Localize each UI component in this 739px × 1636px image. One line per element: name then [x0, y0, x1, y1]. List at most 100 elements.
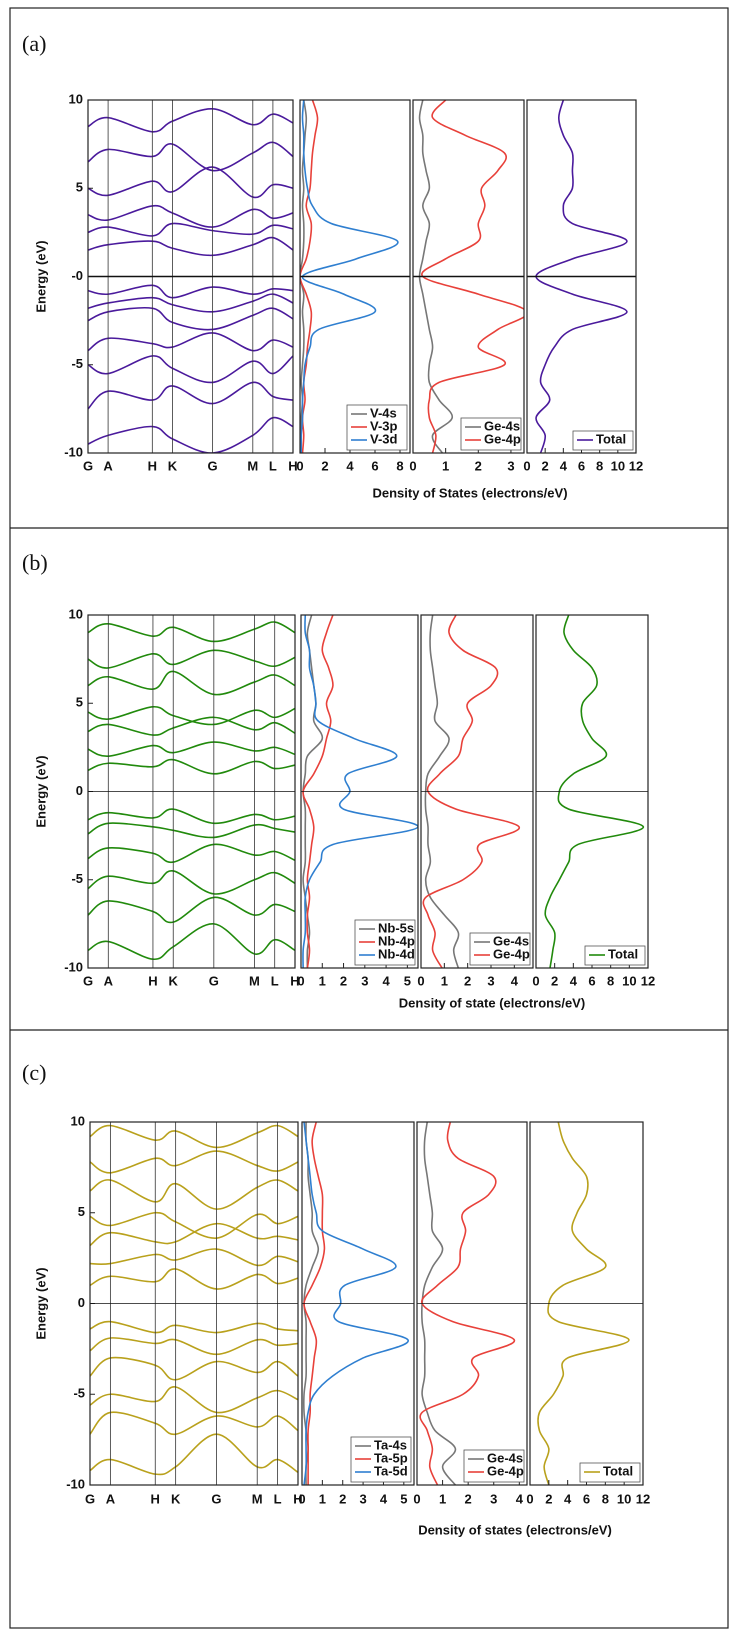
y-tick-label: -10: [64, 959, 83, 974]
x-tick-label: 2: [340, 973, 347, 988]
x-tick-label: 3: [487, 973, 494, 988]
plot-area: [88, 108, 293, 453]
y-tick-label: -10: [66, 1476, 85, 1491]
band-line: [88, 293, 293, 313]
y-tick-label: -5: [71, 871, 83, 886]
plot-area: [88, 621, 295, 960]
x-tick-label: H: [290, 973, 299, 988]
x-axis-label: Density of state (electrons/eV): [399, 995, 585, 1010]
plot-frame: [301, 1121, 415, 1486]
x-tick-label: 5: [404, 973, 411, 988]
band-line: [88, 705, 295, 726]
plot-frame: [529, 1121, 644, 1486]
x-tick-label: 4: [380, 1491, 388, 1506]
x-tick-label: 6: [371, 458, 378, 473]
band-line: [90, 1433, 298, 1476]
band-line: [88, 306, 293, 331]
x-axis-label: Density of States (electrons/eV): [372, 485, 567, 500]
legend-label: V-4s: [370, 405, 397, 420]
x-tick-label: 3: [359, 1491, 366, 1506]
band-line: [88, 381, 293, 410]
x-tick-label: K: [169, 973, 179, 988]
x-tick-label: M: [252, 1491, 263, 1506]
legend-label: Ge-4p: [487, 1463, 524, 1478]
x-tick-label: 0: [297, 973, 304, 988]
legend-label: Ge-4s: [493, 933, 529, 948]
band-line: [88, 141, 293, 172]
plot-frame: [300, 614, 419, 969]
x-tick-label: 4: [346, 458, 354, 473]
legend-box: [584, 945, 646, 966]
y-tick-label: 5: [78, 1204, 85, 1219]
legend-box: [469, 932, 531, 966]
y-tick-label: 10: [71, 1113, 85, 1128]
band-line: [88, 332, 293, 352]
x-tick-label: G: [208, 458, 218, 473]
x-tick-label: 0: [532, 973, 539, 988]
x-tick-label: A: [106, 1491, 116, 1506]
x-tick-label: M: [249, 973, 260, 988]
x-tick-label: 2: [339, 1491, 346, 1506]
y-axis-label: Energy (eV): [33, 755, 48, 827]
x-tick-label: 2: [542, 458, 549, 473]
x-tick-label: 1: [442, 458, 449, 473]
x-tick-label: 12: [641, 973, 655, 988]
x-tick-label: G: [85, 1491, 95, 1506]
x-tick-label: G: [83, 973, 93, 988]
y-tick-label: 10: [69, 606, 83, 621]
band-line: [88, 284, 293, 299]
panel-label: (a): [22, 31, 46, 56]
band-line: [88, 741, 295, 758]
band-line: [88, 716, 295, 736]
x-tick-label: 0: [417, 973, 424, 988]
x-tick-label: 3: [361, 973, 368, 988]
y-tick-label: 5: [76, 180, 83, 195]
band-line: [88, 843, 295, 864]
x-tick-label: L: [269, 458, 277, 473]
band-line: [88, 808, 295, 825]
legend-label: Nb-4p: [378, 933, 415, 948]
legend-label: Total: [603, 1463, 633, 1478]
band-line: [88, 416, 293, 453]
band-line: [88, 870, 295, 895]
y-axis-label: Energy (eV): [33, 240, 48, 312]
band-line: [90, 1337, 298, 1356]
y-tick-label: -0: [71, 268, 83, 283]
legend-label: Ge-4s: [484, 418, 520, 433]
band-line: [90, 1150, 298, 1174]
band-line: [88, 923, 295, 960]
plot-frame: [420, 614, 534, 969]
x-tick-label: 0: [298, 1491, 305, 1506]
band-line: [88, 355, 293, 384]
x-tick-label: G: [209, 973, 219, 988]
band-line: [88, 670, 295, 696]
x-tick-label: 12: [636, 1491, 650, 1506]
x-tick-label: 1: [319, 1491, 326, 1506]
x-tick-label: M: [247, 458, 258, 473]
plot-frame: [416, 1121, 528, 1486]
x-tick-label: 6: [578, 458, 585, 473]
x-tick-label: 4: [560, 458, 568, 473]
x-tick-label: G: [211, 1491, 221, 1506]
band-line: [90, 1411, 298, 1436]
x-tick-label: H: [148, 458, 157, 473]
legend-label: V-3d: [370, 431, 398, 446]
x-tick-label: 6: [583, 1491, 590, 1506]
x-tick-label: 4: [570, 973, 578, 988]
x-axis-label: Density of states (electrons/eV): [418, 1522, 612, 1537]
plot-frame: [299, 99, 411, 454]
plot-frame: [535, 614, 649, 969]
legend-box: [572, 430, 634, 451]
x-tick-label: 10: [622, 973, 636, 988]
x-tick-label: H: [293, 1491, 302, 1506]
x-tick-label: 2: [545, 1491, 552, 1506]
legend-label: Total: [608, 946, 638, 961]
x-tick-label: 0: [413, 1491, 420, 1506]
x-tick-label: 0: [523, 458, 530, 473]
x-tick-label: 10: [617, 1491, 631, 1506]
band-line: [90, 1320, 298, 1334]
legend-label: Nb-5s: [378, 920, 414, 935]
legend-label: Nb-4d: [378, 946, 415, 961]
legend-label: Ge-4p: [484, 431, 521, 446]
